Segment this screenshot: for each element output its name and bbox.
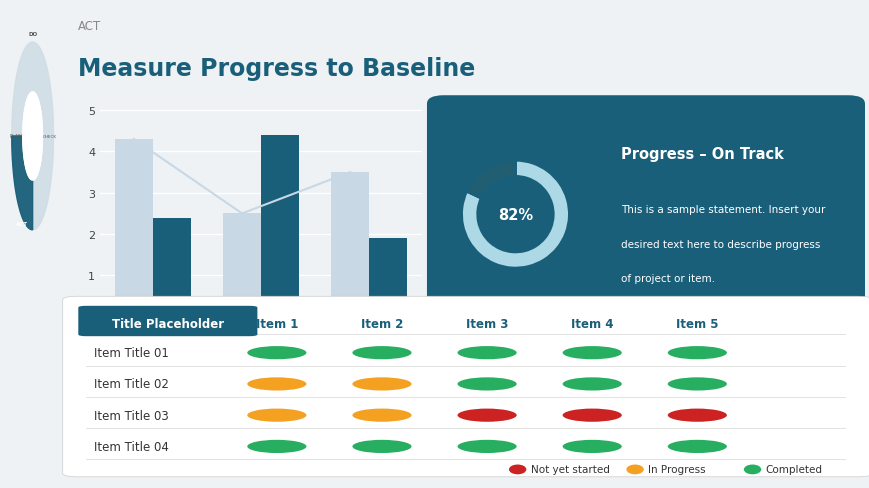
Text: desired text here to describe progress: desired text here to describe progress — [620, 239, 819, 249]
Circle shape — [667, 346, 726, 360]
Text: This is a sample statement. Insert your: This is a sample statement. Insert your — [620, 205, 825, 215]
Text: Measure Progress to Baseline: Measure Progress to Baseline — [78, 57, 475, 81]
Text: Item Title 02: Item Title 02 — [94, 378, 169, 390]
Text: CHECK: CHECK — [43, 135, 56, 139]
Text: ACT: ACT — [17, 222, 28, 227]
Wedge shape — [466, 161, 515, 199]
Circle shape — [247, 378, 306, 391]
Text: 82%: 82% — [497, 207, 533, 222]
Text: DO: DO — [28, 32, 37, 37]
Circle shape — [247, 440, 306, 453]
Text: Item 4: Item 4 — [570, 317, 613, 330]
Circle shape — [562, 346, 621, 360]
Text: Item Title 04: Item Title 04 — [94, 440, 169, 453]
Text: Item 1: Item 1 — [255, 317, 298, 330]
Text: Not yet started: Not yet started — [530, 465, 609, 474]
Circle shape — [352, 409, 411, 422]
Circle shape — [457, 440, 516, 453]
Polygon shape — [12, 43, 54, 230]
Text: PLAN: PLAN — [10, 134, 22, 139]
Circle shape — [352, 378, 411, 391]
Circle shape — [562, 440, 621, 453]
Circle shape — [667, 378, 726, 391]
Circle shape — [352, 440, 411, 453]
Text: Item 2: Item 2 — [361, 317, 402, 330]
Text: In Progress: In Progress — [647, 465, 705, 474]
Polygon shape — [23, 93, 43, 181]
Polygon shape — [23, 93, 43, 181]
Circle shape — [457, 346, 516, 360]
Text: Completed: Completed — [765, 465, 822, 474]
Text: Item 5: Item 5 — [675, 317, 718, 330]
Text: ACT: ACT — [78, 20, 102, 33]
Wedge shape — [461, 161, 568, 268]
Text: of project or item.: of project or item. — [620, 274, 714, 284]
Bar — [369, 239, 407, 317]
Circle shape — [667, 409, 726, 422]
Circle shape — [247, 409, 306, 422]
Circle shape — [562, 409, 621, 422]
Text: Title Placeholder: Title Placeholder — [111, 317, 223, 330]
Text: Item Title 01: Item Title 01 — [94, 346, 169, 360]
Bar — [331, 173, 369, 317]
Text: Item 3: Item 3 — [466, 317, 507, 330]
Polygon shape — [12, 137, 33, 230]
Circle shape — [457, 378, 516, 391]
Circle shape — [457, 409, 516, 422]
Circle shape — [352, 346, 411, 360]
Circle shape — [562, 378, 621, 391]
Text: Progress – On Track: Progress – On Track — [620, 146, 783, 162]
Bar — [115, 140, 152, 317]
Bar — [261, 136, 299, 317]
FancyBboxPatch shape — [63, 297, 869, 477]
Bar — [152, 218, 190, 317]
Bar — [222, 214, 261, 317]
Circle shape — [667, 440, 726, 453]
Text: Item Title 03: Item Title 03 — [94, 409, 169, 422]
Circle shape — [247, 346, 306, 360]
FancyBboxPatch shape — [427, 96, 864, 324]
FancyBboxPatch shape — [78, 306, 257, 337]
